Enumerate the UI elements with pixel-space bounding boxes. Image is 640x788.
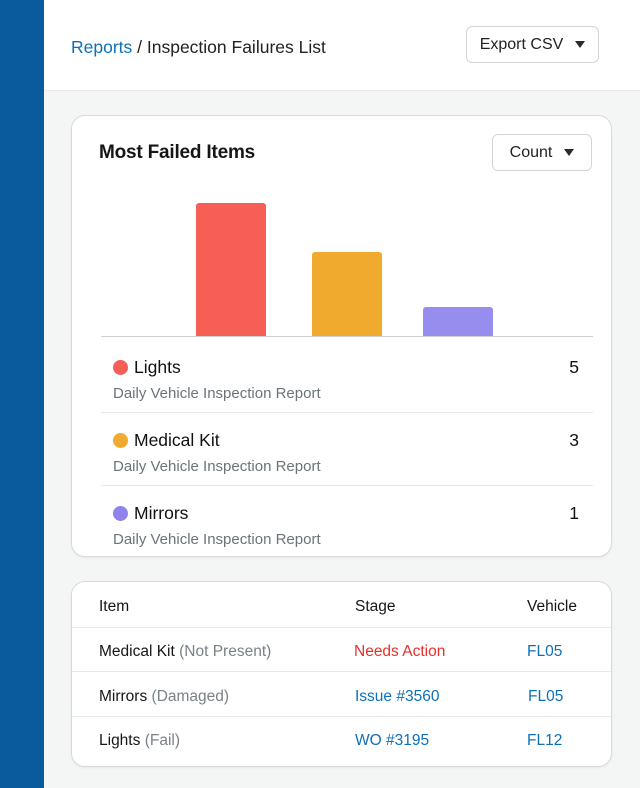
sidebar — [0, 0, 44, 788]
export-csv-button[interactable]: Export CSV — [466, 26, 599, 63]
stage-work-order-link[interactable]: WO #3195 — [355, 732, 430, 749]
vehicle-link[interactable]: FL12 — [527, 732, 563, 749]
metric-select-label: Count — [509, 143, 553, 161]
item-cell: Lights (Fail) — [99, 732, 180, 750]
legend-item-name: Mirrors — [134, 503, 189, 523]
most-failed-items-card: Most Failed Items Count Lights 5 Daily V… — [71, 115, 612, 557]
chart-bar-mirrors[interactable] — [423, 307, 493, 336]
item-condition: (Damaged) — [151, 688, 230, 705]
item-name: Medical Kit — [99, 643, 175, 660]
table-row[interactable]: Mirrors (Damaged) Issue #3560 FL05 — [72, 673, 611, 717]
legend-list: Lights 5 Daily Vehicle Inspection Report… — [101, 340, 593, 559]
legend-item-subtitle: Daily Vehicle Inspection Report — [113, 458, 321, 475]
page-header: Reports / Inspection Failures List Expor… — [44, 0, 640, 91]
legend-item-value: 5 — [569, 357, 579, 377]
column-header-stage[interactable]: Stage — [355, 598, 396, 615]
caret-down-icon — [564, 149, 575, 156]
legend-item-name: Medical Kit — [134, 430, 220, 450]
breadcrumb-reports-link[interactable]: Reports — [71, 37, 133, 57]
chart-baseline — [101, 336, 593, 337]
vehicle-link[interactable]: FL05 — [528, 688, 564, 705]
card-title: Most Failed Items — [99, 142, 256, 163]
legend-item-subtitle: Daily Vehicle Inspection Report — [113, 531, 321, 548]
chart-bar-lights[interactable] — [196, 203, 266, 336]
caret-down-icon — [575, 41, 586, 48]
legend-item[interactable]: Mirrors 1 Daily Vehicle Inspection Repor… — [101, 486, 593, 559]
item-name: Lights — [99, 732, 141, 749]
item-cell: Mirrors (Damaged) — [99, 688, 229, 706]
column-header-item[interactable]: Item — [99, 598, 130, 615]
item-condition: (Not Present) — [179, 643, 272, 660]
item-condition: (Fail) — [144, 732, 180, 749]
bar-chart — [101, 176, 593, 337]
legend-item[interactable]: Lights 5 Daily Vehicle Inspection Report — [101, 340, 593, 413]
table-row[interactable]: Lights (Fail) WO #3195 FL12 — [72, 717, 611, 761]
chart-bar-medical-kit[interactable] — [312, 252, 382, 336]
column-header-vehicle[interactable]: Vehicle — [527, 598, 577, 615]
failures-table: Item Stage Vehicle Medical Kit (Not Pres… — [71, 581, 612, 767]
legend-item-subtitle: Daily Vehicle Inspection Report — [113, 385, 321, 402]
item-cell: Medical Kit (Not Present) — [99, 643, 271, 661]
legend-dot-icon — [113, 433, 128, 448]
legend-dot-icon — [113, 360, 128, 375]
table-row[interactable]: Medical Kit (Not Present) Needs Action F… — [72, 628, 611, 672]
table-header: Item Stage Vehicle — [72, 582, 611, 628]
item-name: Mirrors — [99, 688, 148, 705]
legend-item-name: Lights — [134, 357, 181, 377]
breadcrumb-current: Inspection Failures List — [146, 37, 326, 57]
vehicle-link[interactable]: FL05 — [527, 643, 563, 660]
legend-dot-icon — [113, 506, 128, 521]
breadcrumb-separator: / — [132, 37, 147, 57]
export-csv-label: Export CSV — [479, 35, 564, 53]
metric-select[interactable]: Count — [492, 134, 592, 171]
legend-item-value: 3 — [569, 430, 579, 450]
stage-issue-link[interactable]: Issue #3560 — [355, 688, 440, 705]
legend-item[interactable]: Medical Kit 3 Daily Vehicle Inspection R… — [101, 413, 593, 486]
breadcrumb: Reports / Inspection Failures List — [71, 37, 326, 58]
legend-item-value: 1 — [569, 503, 579, 523]
stage-needs-action[interactable]: Needs Action — [354, 643, 446, 660]
